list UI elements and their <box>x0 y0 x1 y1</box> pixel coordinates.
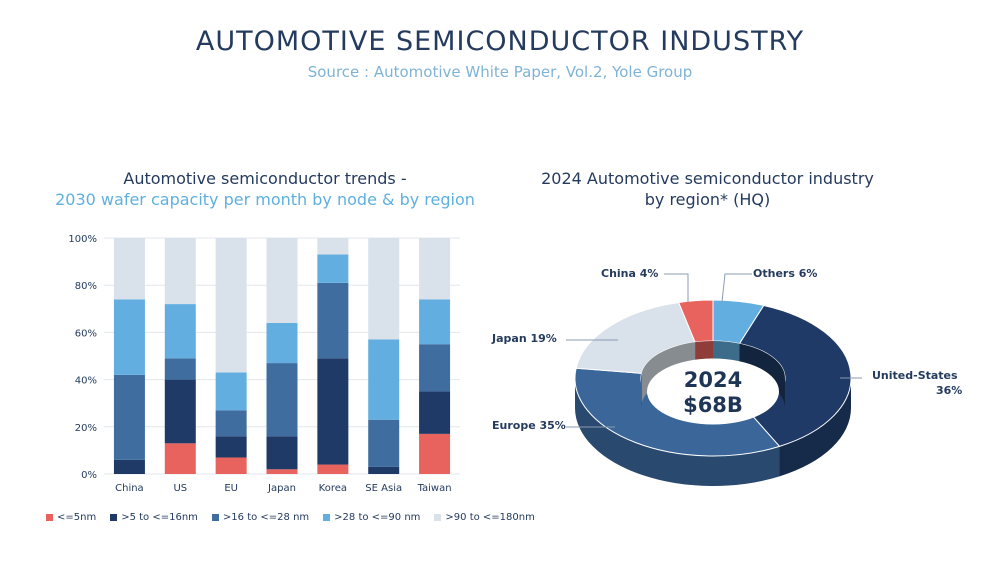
y-tick-label: 40% <box>75 376 97 387</box>
legend-swatch <box>434 514 442 521</box>
donut-hole <box>647 358 779 425</box>
bar-segment <box>368 238 400 340</box>
bar-segment <box>215 457 247 474</box>
bar-chart-title: Automotive semiconductor trends - <box>123 169 407 188</box>
bar-segment <box>113 459 145 474</box>
legend-label: >28 to <=90 nm <box>334 512 421 523</box>
bar-segment <box>368 419 400 467</box>
bar-segment <box>266 238 298 323</box>
bar-segment <box>113 238 145 300</box>
bar-segment <box>317 464 349 474</box>
bar-segment <box>317 282 349 359</box>
pie-label-china: China 4% <box>601 267 659 280</box>
bar-segment <box>266 363 298 437</box>
bar-segment <box>113 374 145 460</box>
bar-segment <box>368 466 400 474</box>
bar-segment <box>215 372 247 411</box>
bar-segment <box>266 469 298 474</box>
legend-item: >90 to <=180nm <box>434 512 535 523</box>
donut-center-text: $68B <box>683 393 743 417</box>
page-title: AUTOMOTIVE SEMICONDUCTOR INDUSTRY <box>195 26 805 57</box>
bar-segment <box>215 238 247 373</box>
bar-segment <box>419 391 451 434</box>
bar-segment <box>419 433 451 474</box>
donut-inner-wall <box>739 343 785 408</box>
donut-slice <box>738 304 852 447</box>
bar-segment <box>215 410 247 437</box>
legend-item: >28 to <=90 nm <box>323 512 420 523</box>
donut-inner-wall <box>641 342 696 404</box>
y-tick-label: 20% <box>75 423 97 434</box>
y-tick-label: 0% <box>81 470 97 481</box>
x-tick-label: Japan <box>267 483 296 494</box>
donut-inner-wall <box>641 373 642 408</box>
bar-segment <box>368 339 400 420</box>
bar-segment <box>419 344 451 392</box>
bar-segment <box>419 238 451 300</box>
bar-segment <box>215 436 247 458</box>
legend-item: <=5nm <box>46 512 96 523</box>
legend-swatch <box>46 514 53 521</box>
x-tick-label: Taiwan <box>417 483 452 494</box>
pie-leader-line <box>664 273 689 302</box>
bar-segment <box>317 254 349 283</box>
bar-segment <box>317 358 349 465</box>
legend-swatch <box>110 514 118 521</box>
bar-segment <box>419 299 451 345</box>
pie-label-us-pct: 36% <box>936 384 963 397</box>
legend-label: >90 to <=180nm <box>445 512 535 523</box>
donut-slice <box>575 301 696 374</box>
bar-chart-legend: <=5nm >5 to <=16nm >16 to <=28 nm >28 to <=… <box>46 512 535 523</box>
donut-chart-subtitle: by region* (HQ) <box>644 190 771 209</box>
legend-swatch <box>323 514 331 521</box>
y-tick-label: 60% <box>75 328 97 339</box>
legend-label: >16 to <=28 nm <box>222 512 310 523</box>
x-tick-label: Korea <box>319 483 347 494</box>
donut-slice <box>574 367 781 457</box>
bar-segment <box>317 238 349 255</box>
donut-inner-wall <box>695 341 713 373</box>
bar-segment <box>113 299 145 375</box>
donut-side-wall <box>575 378 780 486</box>
donut-slice <box>677 299 714 343</box>
pie-leader-line <box>721 273 752 303</box>
pie-label-japan: Japan 19% <box>492 332 557 345</box>
donut-side-wall <box>779 378 851 477</box>
legend-label: >5 to <=16nm <box>121 512 198 523</box>
x-tick-label: US <box>173 483 187 494</box>
donut-inner-wall <box>713 341 740 374</box>
x-tick-label: EU <box>224 483 238 494</box>
donut-slice <box>712 299 765 345</box>
bar-segment <box>266 436 298 470</box>
x-tick-label: SE Asia <box>365 483 402 494</box>
bar-segment <box>164 443 196 474</box>
pie-label-others: Others 6% <box>753 267 818 280</box>
pie-label-us: United-States <box>872 369 958 382</box>
bar-segment <box>164 304 196 359</box>
pie-label-europe: Europe 35% <box>492 419 566 432</box>
bar-segment <box>164 238 196 305</box>
x-tick-label: China <box>115 483 144 494</box>
y-tick-label: 80% <box>75 281 97 292</box>
legend-item: >5 to <=16nm <box>110 512 198 523</box>
bar-chart: 0% 20% 40% 60% 80% 100% China US EU Japan Korea SE … <box>68 234 460 494</box>
source-note: Source : Automotive White Paper, Vol.2, … <box>307 63 693 81</box>
legend-swatch <box>211 514 219 521</box>
donut-chart-title: 2024 Automotive semiconductor industry <box>541 169 874 188</box>
y-tick-label: 100% <box>68 234 97 245</box>
bar-segment <box>164 379 196 444</box>
bar-chart-subtitle: 2030 wafer capacity per month by node & … <box>55 190 475 209</box>
donut-center-text: 2024 <box>684 368 742 392</box>
bar-segment <box>266 322 298 364</box>
bar-segment <box>164 358 196 380</box>
legend-item: >16 to <=28 nm <box>211 512 310 523</box>
legend-label: <=5nm <box>57 512 97 523</box>
